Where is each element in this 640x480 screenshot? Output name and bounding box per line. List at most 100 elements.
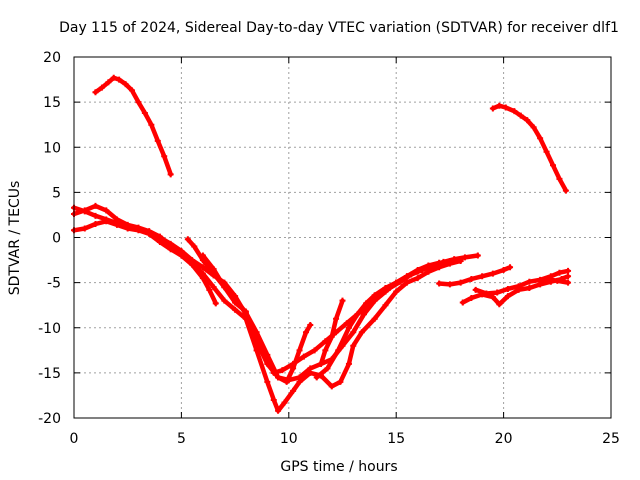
data-point: [403, 279, 410, 286]
series-line: [473, 268, 571, 296]
data-point: [403, 273, 410, 280]
data-point: [345, 324, 352, 331]
data-point: [496, 102, 503, 109]
data-point: [446, 257, 453, 264]
data-point: [296, 374, 303, 381]
data-point: [81, 225, 88, 232]
data-point: [425, 263, 432, 270]
data-point: [105, 79, 112, 86]
data-point: [425, 268, 432, 275]
x-tick-label: 10: [280, 431, 298, 447]
data-point: [363, 300, 370, 307]
data-point: [543, 148, 550, 155]
data-point: [113, 216, 120, 223]
data-point: [360, 311, 367, 318]
series-arc-e: [71, 202, 464, 414]
data-point: [524, 117, 531, 124]
data-point: [537, 277, 544, 284]
series-arc-l: [472, 267, 572, 297]
data-point: [335, 347, 342, 354]
data-point: [146, 228, 153, 235]
data-point: [113, 221, 120, 228]
data-point: [461, 254, 468, 261]
data-point: [382, 302, 389, 309]
data-point: [339, 297, 346, 304]
series-arc-i: [313, 257, 453, 381]
data-point: [328, 333, 335, 340]
data-point: [350, 342, 357, 349]
data-point: [479, 273, 486, 280]
data-point: [358, 329, 365, 336]
data-point: [468, 276, 475, 283]
data-point: [270, 396, 277, 403]
series-arc-a: [92, 74, 174, 178]
data-point: [161, 153, 168, 160]
data-point: [191, 243, 198, 250]
data-point: [500, 266, 507, 273]
y-tick-label: 15: [43, 95, 61, 111]
data-point: [232, 299, 239, 306]
data-point: [110, 74, 117, 81]
x-axis-label: GPS time / hours: [280, 459, 397, 475]
data-point: [242, 308, 249, 315]
data-point: [322, 347, 329, 354]
y-tick-label: -10: [38, 321, 61, 337]
series-arc-b: [489, 102, 569, 194]
data-point: [371, 292, 378, 299]
data-point: [382, 285, 389, 292]
data-point: [300, 353, 307, 360]
data-point: [92, 202, 99, 209]
data-point: [565, 267, 572, 274]
data-point: [436, 260, 443, 267]
series-arc-h: [318, 297, 346, 367]
data-point: [199, 264, 206, 271]
data-point: [122, 81, 129, 88]
y-axis-label: SDTVAR / TECUs: [7, 181, 23, 296]
y-tick-label: 0: [52, 231, 61, 247]
data-series: [71, 74, 572, 414]
data-point: [515, 283, 522, 290]
data-point: [537, 135, 544, 142]
y-tick-label: -5: [47, 276, 61, 292]
data-point: [502, 104, 509, 111]
data-point: [285, 377, 292, 384]
data-point: [167, 242, 174, 249]
data-point: [210, 284, 217, 291]
data-point: [141, 109, 148, 116]
data-point: [517, 112, 524, 119]
data-point: [307, 365, 314, 372]
data-point: [345, 360, 352, 367]
data-point: [184, 236, 191, 243]
data-point: [275, 407, 282, 414]
data-point: [135, 99, 142, 106]
data-point: [281, 399, 288, 406]
data-point: [210, 266, 217, 273]
data-point: [556, 175, 563, 182]
data-point: [414, 268, 421, 275]
series-line: [537, 276, 571, 285]
y-tick-label: 20: [43, 50, 61, 66]
data-point: [103, 207, 110, 214]
x-tick-label: 25: [602, 431, 620, 447]
data-point: [446, 281, 453, 288]
data-point: [148, 121, 155, 128]
series-arc-m: [537, 276, 572, 286]
data-point: [135, 224, 142, 231]
y-tick-label: 5: [52, 185, 61, 201]
data-point: [489, 270, 496, 277]
data-point: [178, 250, 185, 257]
series-line: [93, 75, 173, 177]
data-point: [457, 279, 464, 286]
data-point: [550, 162, 557, 169]
grid-lines: [74, 57, 611, 418]
data-point: [494, 289, 501, 296]
data-point: [504, 285, 511, 292]
data-point: [307, 322, 314, 329]
data-point: [530, 124, 537, 131]
data-point: [313, 374, 320, 381]
data-point: [414, 275, 421, 282]
series-line: [71, 203, 463, 414]
data-point: [253, 338, 260, 345]
data-point: [543, 276, 550, 283]
y-tick-label: -15: [38, 366, 61, 382]
